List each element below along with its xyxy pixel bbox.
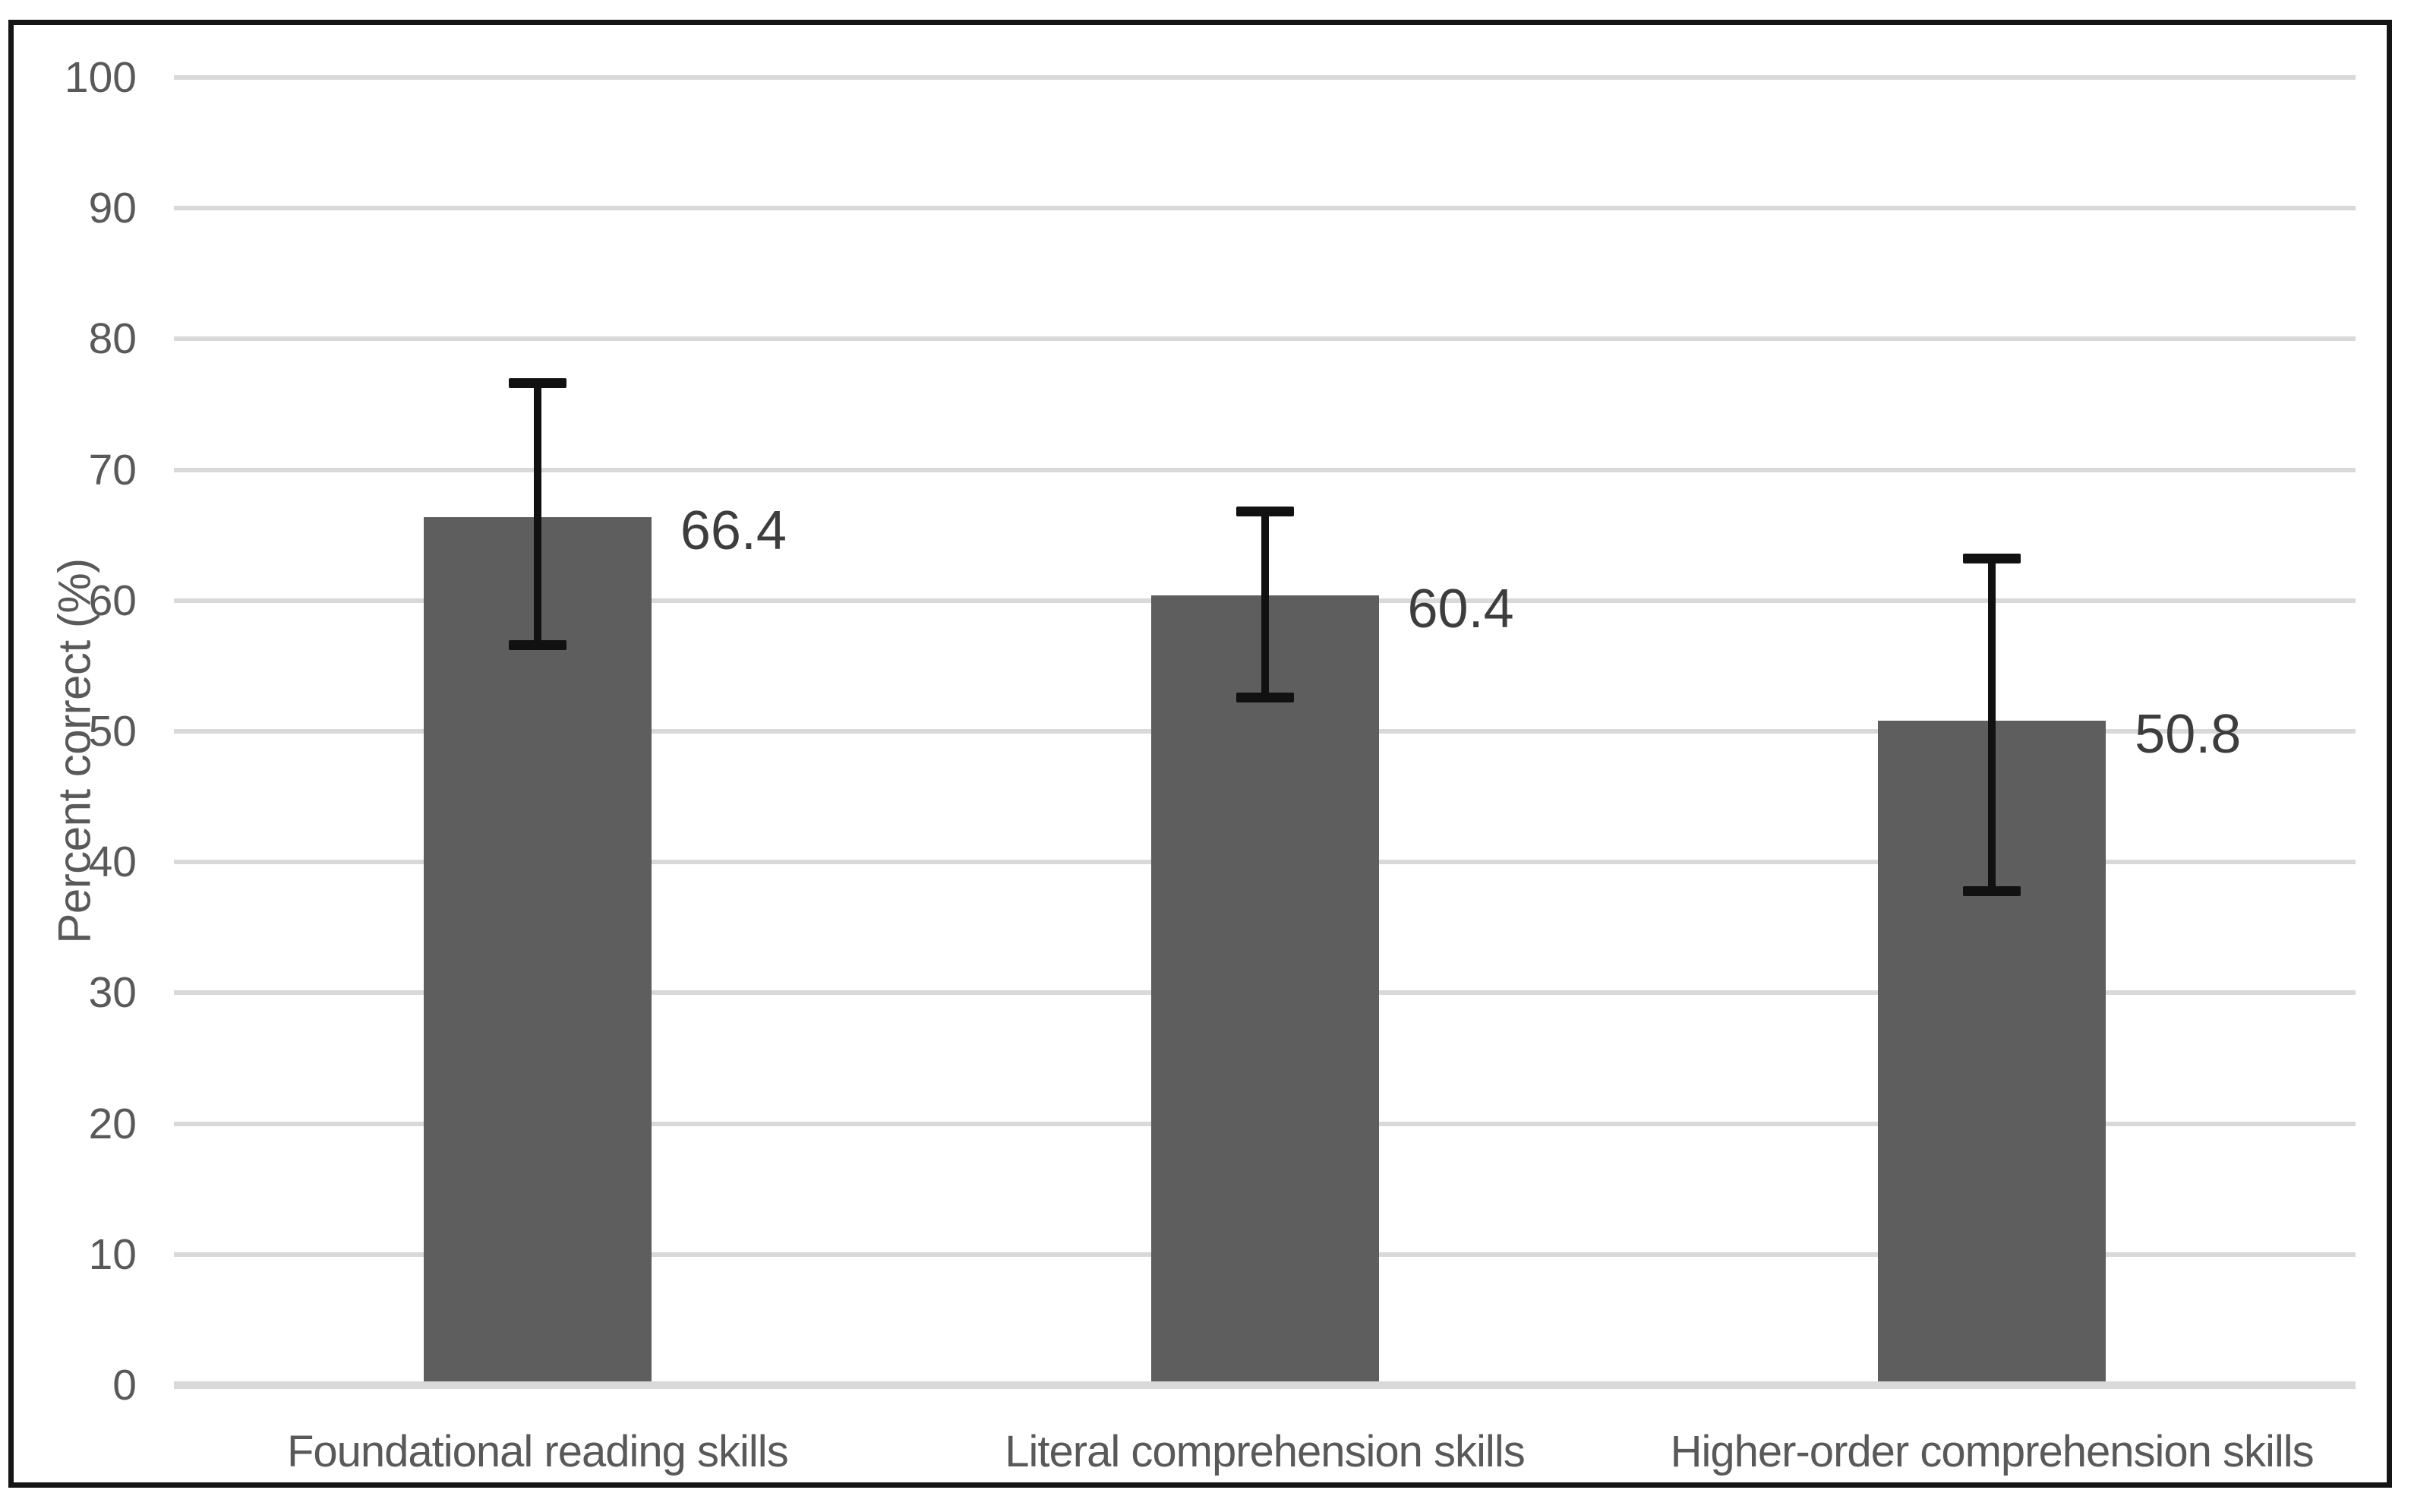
gridline-70: [174, 467, 2356, 472]
error-bar-line-1: [533, 383, 541, 646]
y-tick-label-20: 20: [88, 1099, 137, 1148]
y-tick-label-70: 70: [88, 445, 137, 494]
y-tick-label-90: 90: [88, 184, 137, 233]
chart-frame: Percent correct (%) 0 10 20 30 40 50 60 70 80 90 1…: [8, 20, 2392, 1488]
error-bar-line-2: [1261, 511, 1269, 698]
y-tick-label-50: 50: [88, 707, 137, 756]
error-bar-cap-top-1: [508, 378, 566, 389]
error-bar-cap-top-3: [1963, 554, 2021, 564]
y-tick-label-10: 10: [88, 1229, 137, 1279]
category-label-3: Higher-order comprehension skills: [1670, 1427, 2315, 1476]
category-label-1: Foundational reading skills: [286, 1427, 789, 1476]
y-tick-label-60: 60: [88, 576, 137, 625]
y-tick-label-100: 100: [64, 53, 137, 102]
gridline-100: [174, 75, 2356, 80]
data-label-2: 60.4: [1407, 578, 1514, 639]
y-tick-label-30: 30: [88, 968, 137, 1018]
y-tick-label-0: 0: [112, 1361, 137, 1409]
x-axis-baseline: [174, 1381, 2356, 1389]
category-label-2: Literal comprehension skills: [1005, 1427, 1525, 1476]
error-bar-cap-top-2: [1235, 507, 1294, 517]
bar-2: [1150, 595, 1379, 1389]
data-label-3: 50.8: [2135, 704, 2242, 765]
bar-1: [423, 516, 652, 1389]
error-bar-cap-bottom-1: [508, 639, 566, 650]
data-label-1: 66.4: [680, 500, 787, 561]
plot-area: 0 10 20 30 40 50 60 70 80 90 100 66.4 Foundational r…: [14, 25, 2387, 1482]
y-tick-label-80: 80: [88, 314, 137, 364]
error-bar-cap-bottom-2: [1235, 692, 1294, 702]
error-bar-line-3: [1988, 558, 1996, 892]
error-bar-cap-bottom-3: [1963, 885, 2021, 896]
gridline-80: [174, 336, 2356, 342]
y-tick-label-40: 40: [88, 838, 137, 887]
gridline-90: [174, 206, 2356, 211]
